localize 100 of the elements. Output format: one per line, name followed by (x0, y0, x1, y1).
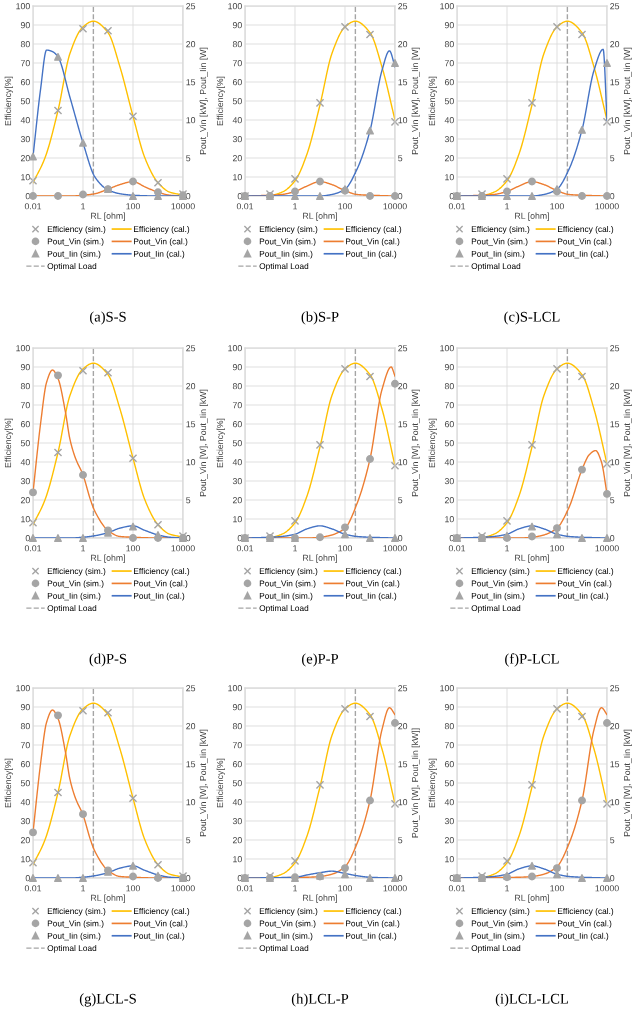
y2-tick-label: 10 (398, 117, 408, 124)
y-tick-label: 30 (444, 136, 454, 143)
y-tick-label: 80 (232, 723, 242, 730)
y2-tick-label: 5 (186, 837, 191, 844)
y2-tick-label: 10 (610, 117, 620, 124)
y2-axis-title: Pout_Vin [W], Pout_Iin [kW] (411, 389, 420, 497)
y-tick-label: 0 (237, 875, 242, 882)
y-tick-label: 40 (20, 459, 30, 466)
y2-tick-label: 20 (398, 41, 408, 48)
legend-label: Pout_Vin (cal.) (346, 238, 400, 247)
y-tick-label: 100 (228, 3, 242, 10)
text: (b)S-P (301, 311, 339, 325)
legend-label: Pout_Vin (sim.) (259, 920, 316, 929)
x-tick-label: 0.01 (236, 203, 254, 210)
y2-tick-label: 25 (610, 345, 620, 352)
y2-axis-title: Pout_Vin [kW], Pout_Iin [W] (623, 47, 632, 155)
y2-tick-label: 20 (610, 723, 620, 730)
x-tick-label: 10000 (595, 885, 619, 892)
y-tick-label: 50 (232, 98, 242, 105)
y-tick-label: 30 (232, 818, 242, 825)
y-tick-label: 40 (232, 799, 242, 806)
legend-label: Optimal Load (47, 944, 97, 953)
y-tick-label: 100 (440, 3, 454, 10)
text: (g)LCL-S (79, 993, 136, 1007)
y2-tick-label: 15 (610, 79, 620, 86)
y-tick-label: 10 (445, 174, 454, 181)
y-tick-label: 60 (232, 421, 242, 428)
y-tick-label: 10 (233, 174, 242, 181)
legend-label: Pout_Vin (cal.) (346, 920, 400, 929)
x-axis-title: RL [ohm] (303, 894, 337, 903)
y-tick-label: 30 (444, 818, 454, 825)
y2-tick-label: 15 (398, 79, 408, 86)
x-axis-title: RL [ohm] (91, 894, 125, 903)
y2-tick-label: 15 (398, 421, 408, 428)
legend-label: Pout_Vin (sim.) (471, 238, 528, 247)
x-tick-label: 1 (81, 203, 86, 210)
y-tick-label: 50 (20, 780, 30, 787)
y2-tick-label: 10 (610, 799, 620, 806)
y2-tick-label: 0 (398, 535, 403, 542)
legend-label: Pout_Vin (cal.) (134, 238, 188, 247)
y2-tick-label: 10 (398, 799, 408, 806)
y-tick-label: 0 (449, 193, 454, 200)
text: (c)S-LCL (504, 311, 560, 325)
x-tick-label: 100 (550, 885, 564, 892)
x-tick-label: 1 (505, 203, 510, 210)
y-tick-label: 30 (20, 136, 30, 143)
y-axis-title: Efficiency[%] (428, 418, 437, 468)
legend-label: Efficiency (cal.) (558, 225, 614, 234)
y-tick-label: 80 (444, 41, 454, 48)
legend-label: Efficiency (cal.) (558, 567, 614, 576)
y2-tick-label: 0 (186, 535, 191, 542)
y-tick-label: 20 (20, 155, 30, 162)
x-tick-label: 0.01 (24, 203, 42, 210)
y-tick-label: 70 (20, 742, 30, 749)
y2-axis-title: Pout_Vin [W], Pout_Iin [kW]] (411, 728, 420, 838)
legend-label: Pout_Iin (cal.) (134, 592, 185, 601)
x-tick-label: 10000 (171, 545, 195, 552)
text: (f)P-LCL (505, 653, 559, 667)
y2-tick-label: 5 (186, 497, 191, 504)
y2-tick-label: 10 (186, 117, 196, 124)
legend-label: Pout_Iin (cal.) (558, 592, 609, 601)
y2-tick-label: 25 (610, 685, 620, 692)
x-tick-label: 1 (81, 545, 86, 552)
y-tick-label: 0 (25, 535, 30, 542)
legend-label: Pout_Vin (cal.) (134, 920, 188, 929)
x-tick-label: 100 (550, 203, 564, 210)
legend-label: Efficiency (sim.) (471, 567, 530, 576)
y-tick-label: 0 (449, 875, 454, 882)
y2-tick-label: 0 (398, 193, 403, 200)
y2-tick-label: 0 (398, 875, 403, 882)
y2-tick-label: 25 (186, 3, 196, 10)
y-tick-label: 60 (444, 421, 454, 428)
y2-tick-label: 20 (398, 383, 408, 390)
y-axis-title: Efficiency[%] (4, 418, 13, 468)
text: (h)LCL-P (291, 993, 349, 1007)
y-axis-title: Efficiency[%] (428, 76, 437, 126)
y-tick-label: 70 (444, 60, 454, 67)
y-tick-label: 10 (21, 174, 30, 181)
legend-label: Pout_Vin (cal.) (346, 580, 400, 589)
legend-label: Efficiency (cal.) (134, 907, 190, 916)
legend-label: Pout_Vin (sim.) (47, 580, 104, 589)
x-tick-label: 0.01 (24, 545, 42, 552)
legend-label: Pout_Iin (sim.) (47, 250, 101, 259)
legend-label: Pout_Iin (cal.) (346, 592, 397, 601)
y-tick-label: 100 (16, 3, 30, 10)
y-axis-title: Efficiency[%] (216, 76, 225, 126)
y-tick-label: 90 (20, 704, 30, 711)
x-tick-label: 0.01 (448, 203, 466, 210)
y-tick-label: 60 (444, 761, 454, 768)
legend-label: Efficiency (cal.) (134, 567, 190, 576)
legend-label: Pout_Iin (sim.) (259, 250, 313, 259)
legend-label: Efficiency (sim.) (471, 225, 530, 234)
y2-tick-label: 25 (398, 345, 408, 352)
x-tick-label: 100 (126, 545, 140, 552)
legend-label: Pout_Vin (cal.) (558, 920, 612, 929)
y2-tick-label: 25 (186, 345, 196, 352)
legend-label: Pout_Iin (cal.) (558, 250, 609, 259)
y2-tick-label: 15 (610, 421, 620, 428)
y-tick-label: 40 (444, 117, 454, 124)
legend-label: Optimal Load (47, 604, 97, 613)
